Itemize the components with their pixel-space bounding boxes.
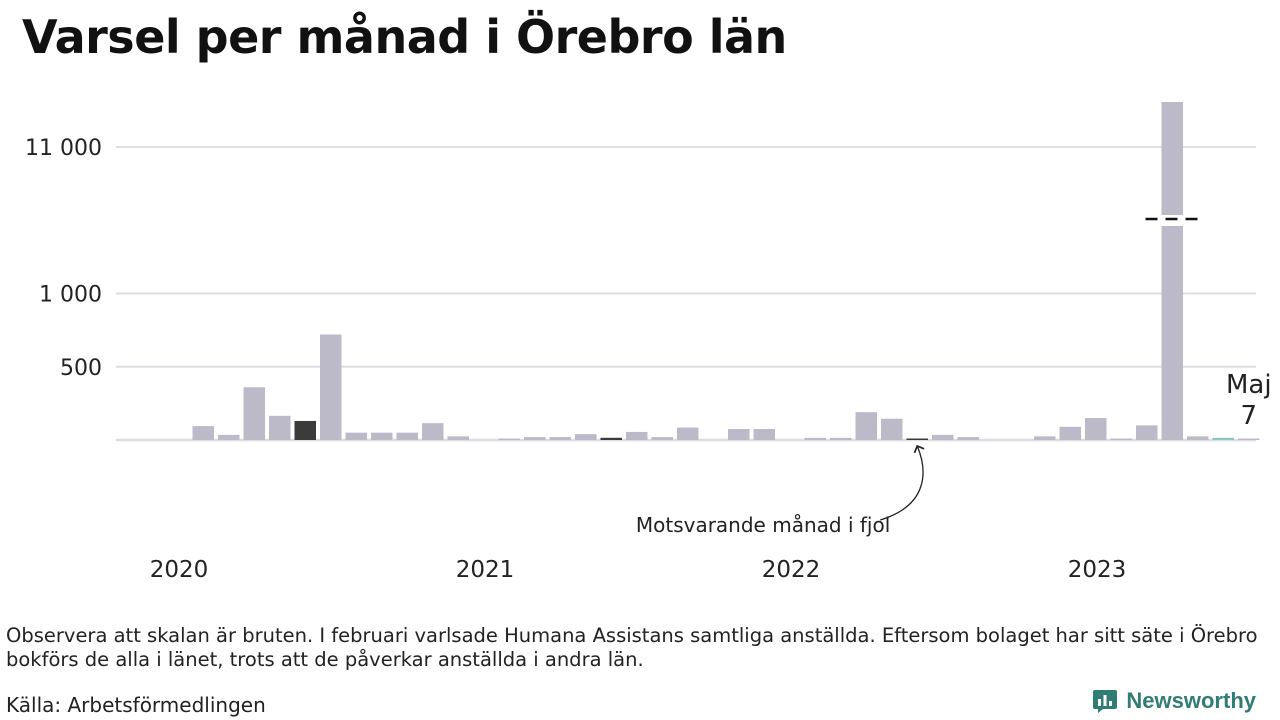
bar [600,437,622,440]
bar [881,418,903,440]
x-tick-label: 2022 [762,557,821,583]
bar [269,415,291,440]
x-tick-label: 2021 [456,557,515,583]
bar [957,437,979,440]
bar [753,429,775,440]
bar [728,429,750,440]
bar [1034,436,1056,440]
brand-name: Newsworthy [1126,688,1256,713]
y-tick-label: 1 000 [39,283,102,308]
bar [906,438,928,440]
bar [830,437,852,440]
bar [524,437,546,440]
brand-logo: Newsworthy [1092,688,1256,714]
y-tick-label: 500 [60,356,102,381]
bar [1110,438,1132,440]
bar [804,437,826,440]
newsworthy-logo-icon [1093,690,1118,713]
bar [345,432,367,440]
bar [396,432,418,440]
bar [626,431,648,440]
bar [320,334,342,440]
bar [243,387,265,440]
source-label: Källa: Arbetsförmedlingen [6,693,266,717]
current-value-label: 7 [1240,401,1257,431]
bar [447,436,469,440]
bar [422,423,444,440]
bar [855,412,877,440]
bar [932,434,954,440]
bar [677,427,699,440]
bar [651,437,673,440]
bar [1161,102,1183,440]
bar [192,426,214,440]
bar [1238,438,1260,440]
chart-title: Varsel per månad i Örebro län [22,10,787,64]
bar [1059,426,1081,440]
current-month-label: Maj [1226,370,1272,400]
x-tick-label: 2023 [1068,557,1127,583]
chart-note: Observera att skalan är bruten. I februa… [6,624,1258,671]
bar [294,420,316,440]
annotation-arrow [880,444,925,521]
bar [218,434,240,440]
y-tick-label: 11 000 [25,136,102,161]
annotation-label: Motsvarande månad i fjol [636,513,890,537]
bar [575,434,597,440]
bar [1187,436,1209,440]
axis-break-gap [1159,215,1185,226]
bar [549,437,571,440]
bar [498,438,520,440]
bar [1212,437,1234,440]
bar [1136,425,1158,440]
bar [1085,418,1107,440]
x-tick-label: 2020 [150,557,209,583]
bar [371,432,393,440]
